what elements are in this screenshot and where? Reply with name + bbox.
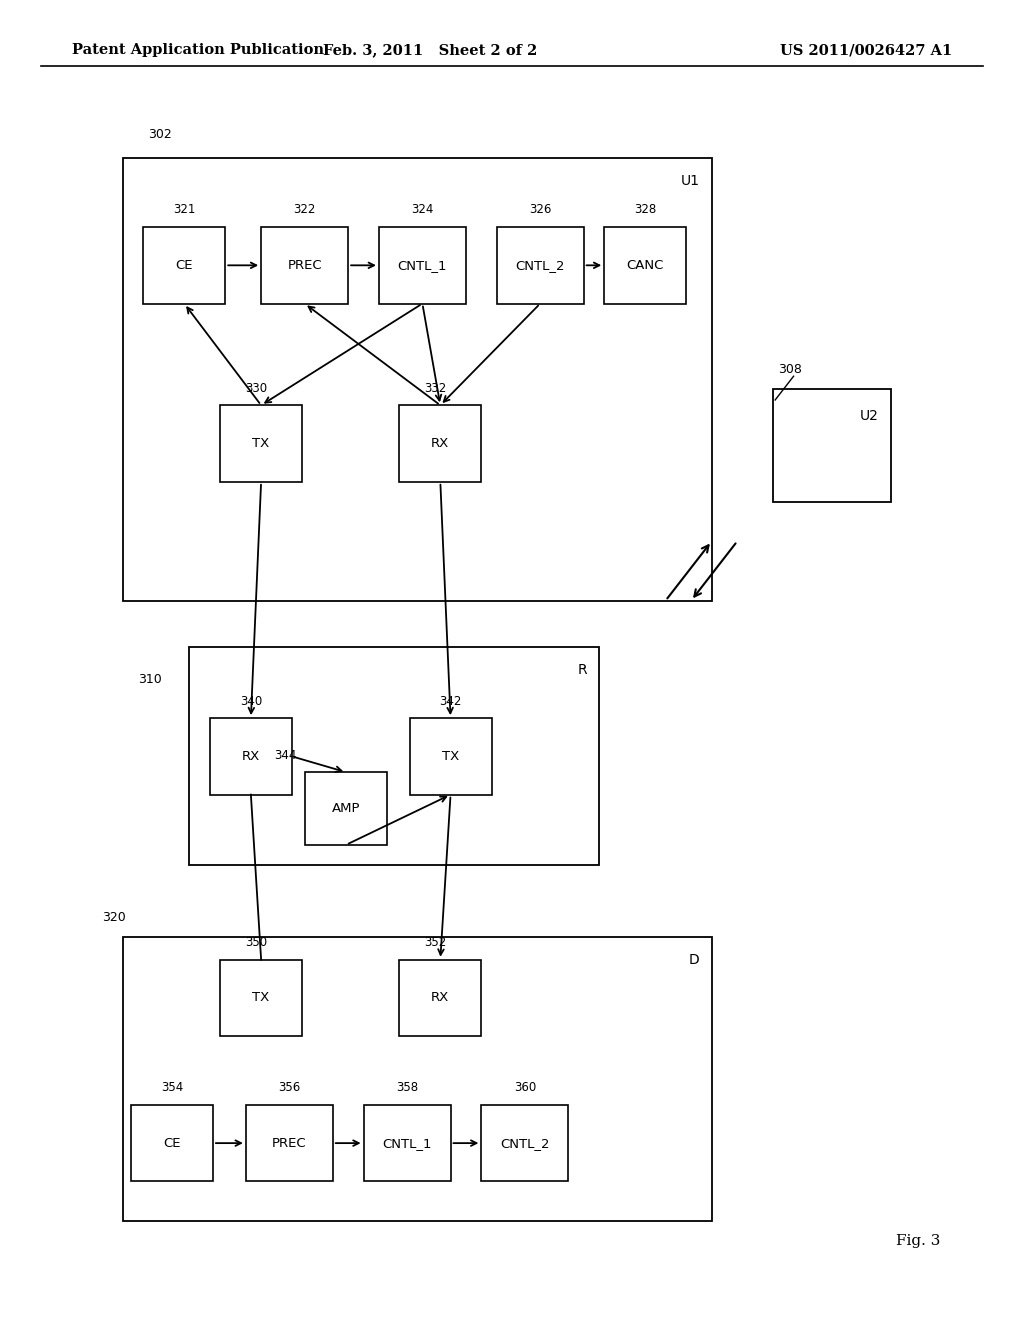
Bar [399, 960, 481, 1036]
Text: PREC: PREC [288, 259, 322, 272]
Text: RX: RX [431, 991, 450, 1005]
Text: 310: 310 [138, 673, 162, 686]
Bar [497, 227, 584, 304]
Text: CE: CE [163, 1137, 181, 1150]
Text: CNTL_2: CNTL_2 [515, 259, 565, 272]
Text: 332: 332 [424, 381, 446, 395]
Bar [481, 1105, 568, 1181]
Text: 324: 324 [412, 203, 433, 216]
Text: 350: 350 [245, 936, 267, 949]
Text: TX: TX [253, 991, 269, 1005]
Text: 326: 326 [529, 203, 551, 216]
Text: PREC: PREC [272, 1137, 306, 1150]
Bar [305, 772, 387, 845]
Bar [364, 1105, 451, 1181]
Bar [210, 718, 292, 795]
Text: D: D [689, 953, 699, 968]
Bar [410, 718, 492, 795]
Text: 321: 321 [173, 203, 196, 216]
Text: 330: 330 [245, 381, 267, 395]
Text: AMP: AMP [332, 803, 360, 814]
Bar [189, 647, 599, 865]
Bar [220, 960, 302, 1036]
Text: 320: 320 [102, 911, 126, 924]
Text: CNTL_1: CNTL_1 [397, 259, 447, 272]
Bar [379, 227, 466, 304]
Text: Patent Application Publication: Patent Application Publication [72, 44, 324, 57]
Text: RX: RX [242, 750, 260, 763]
Bar [399, 405, 481, 482]
Text: 322: 322 [294, 203, 315, 216]
Text: 340: 340 [240, 694, 262, 708]
Text: 342: 342 [439, 694, 462, 708]
Text: RX: RX [431, 437, 450, 450]
Text: 308: 308 [778, 363, 802, 376]
Text: TX: TX [253, 437, 269, 450]
Bar [246, 1105, 333, 1181]
Text: CNTL_1: CNTL_1 [382, 1137, 432, 1150]
Text: U2: U2 [860, 409, 879, 424]
Text: U1: U1 [680, 174, 699, 189]
Text: 358: 358 [396, 1081, 418, 1094]
Text: CNTL_2: CNTL_2 [500, 1137, 550, 1150]
Text: TX: TX [442, 750, 459, 763]
Text: 356: 356 [279, 1081, 300, 1094]
Text: US 2011/0026427 A1: US 2011/0026427 A1 [780, 44, 952, 57]
Text: Feb. 3, 2011   Sheet 2 of 2: Feb. 3, 2011 Sheet 2 of 2 [323, 44, 538, 57]
Bar [773, 389, 891, 502]
Bar [123, 158, 712, 601]
Bar [220, 405, 302, 482]
Bar [604, 227, 686, 304]
Bar [123, 937, 712, 1221]
Text: R: R [578, 663, 587, 677]
Text: 328: 328 [634, 203, 656, 216]
Text: CANC: CANC [627, 259, 664, 272]
Text: 354: 354 [161, 1081, 183, 1094]
Bar [143, 227, 225, 304]
Text: 360: 360 [514, 1081, 536, 1094]
Bar [261, 227, 348, 304]
Text: 352: 352 [424, 936, 446, 949]
Bar [131, 1105, 213, 1181]
Text: Fig. 3: Fig. 3 [896, 1234, 940, 1247]
Text: 344: 344 [274, 748, 297, 762]
Text: CE: CE [175, 259, 194, 272]
Text: 302: 302 [148, 128, 172, 141]
